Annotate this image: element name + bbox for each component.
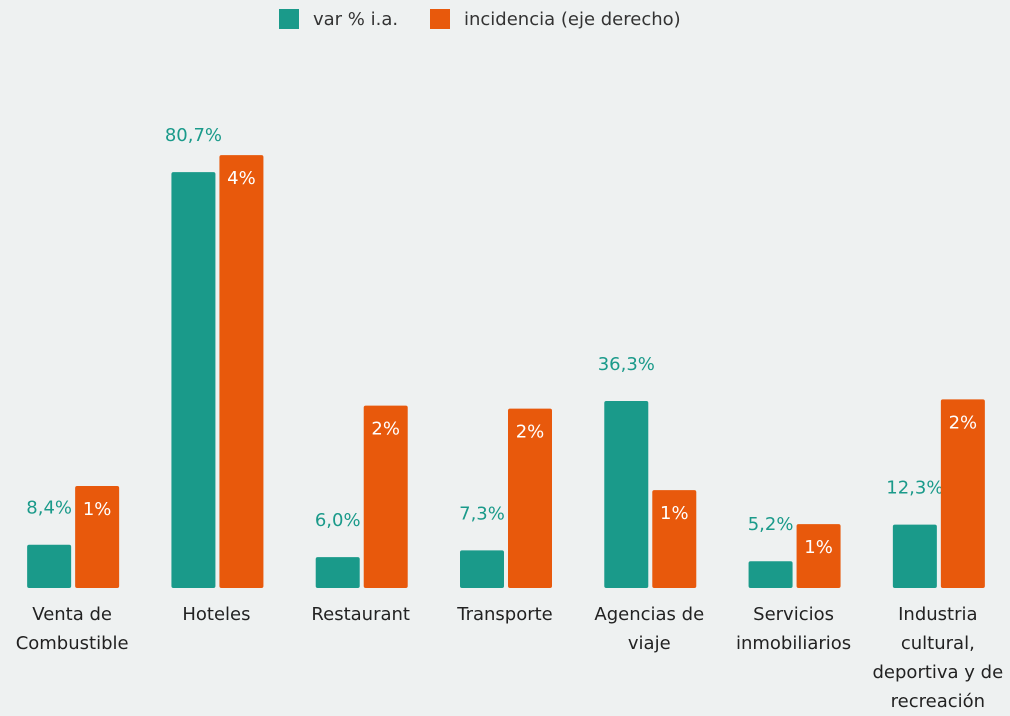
data-label: 80,7% [165, 125, 222, 146]
data-label: 7,3% [459, 503, 505, 524]
legend-swatch [279, 9, 299, 29]
data-label: 8,4% [26, 498, 72, 519]
x-tick-label: Industria cultural, deportiva y de recre… [872, 604, 1004, 712]
x-tick-label: Hoteles [182, 604, 251, 625]
bar [171, 172, 216, 588]
data-label: 1% [83, 499, 112, 520]
bar [604, 400, 649, 588]
bar [892, 524, 937, 588]
data-label: 4% [227, 168, 256, 189]
data-label: 6,0% [315, 510, 361, 531]
bar [508, 408, 552, 588]
legend-swatch [430, 9, 450, 29]
data-label: 5,2% [748, 514, 794, 535]
bar [363, 405, 408, 588]
bar [27, 544, 72, 588]
bar [219, 155, 264, 588]
legend-label: incidencia (eje derecho) [464, 9, 681, 30]
x-tick-label: Venta de Combustible [15, 604, 129, 654]
bar [796, 524, 841, 588]
bar [75, 485, 120, 588]
bar [652, 490, 697, 588]
legend-label: var % i.a. [313, 9, 398, 30]
data-label: 2% [371, 419, 400, 440]
bar [748, 561, 793, 588]
x-tick-label: Servicios inmobiliarios [735, 604, 852, 654]
data-label: 1% [660, 503, 689, 524]
bar [460, 550, 504, 588]
data-label: 12,3% [886, 478, 943, 499]
bar [315, 557, 360, 588]
data-label: 36,3% [598, 354, 655, 375]
data-label: 2% [516, 422, 545, 443]
x-tick-label: Transporte [457, 604, 553, 625]
bar [940, 399, 985, 588]
x-tick-label: Restaurant [311, 604, 410, 625]
data-label: 1% [804, 537, 833, 558]
x-tick-label: Agencias de viaje [594, 604, 705, 654]
data-label: 2% [949, 412, 978, 433]
